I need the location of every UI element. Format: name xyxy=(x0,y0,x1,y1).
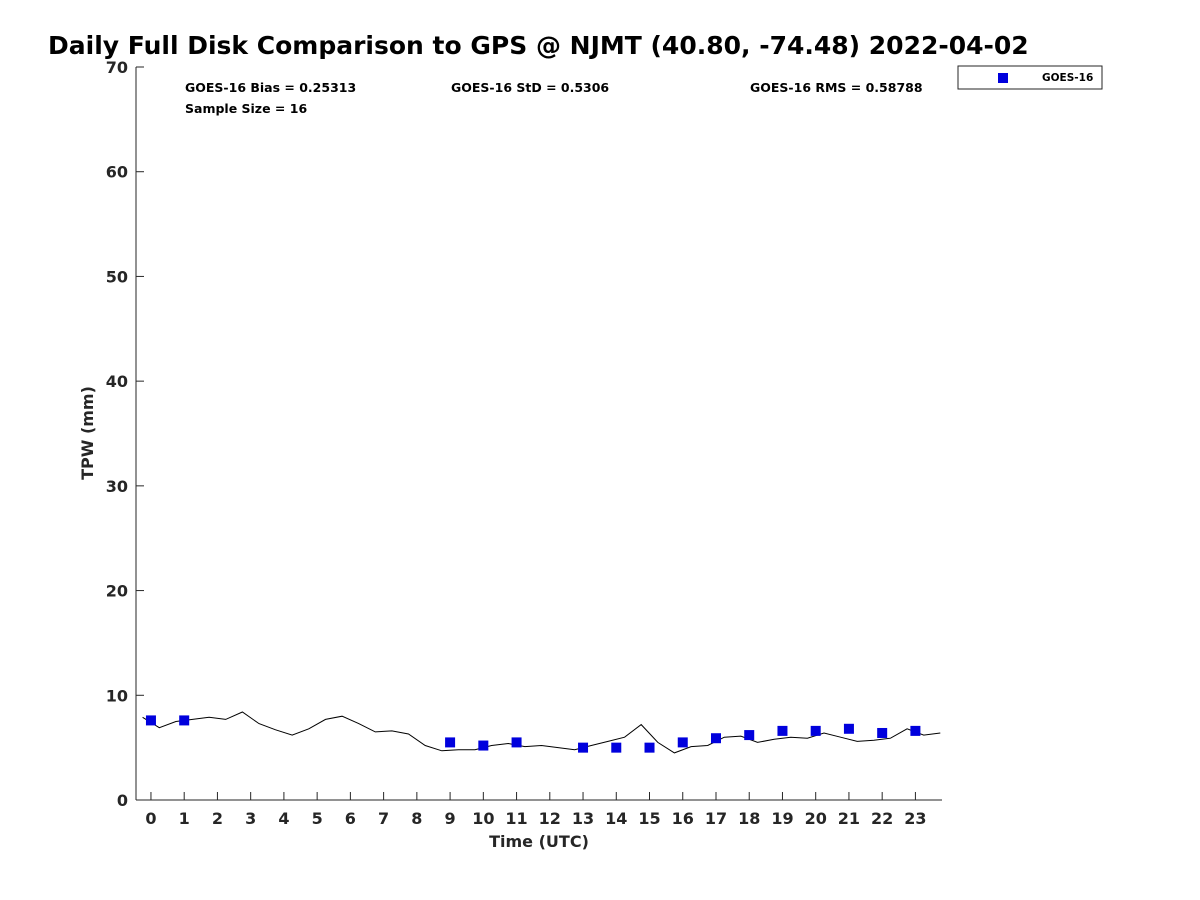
sample-size-stat: Sample Size = 16 xyxy=(185,101,307,116)
x-tick-label: 18 xyxy=(738,809,760,828)
goes16-marker xyxy=(611,742,622,753)
x-tick-label: 15 xyxy=(638,809,660,828)
y-tick-label: 30 xyxy=(106,477,128,496)
x-tick-label: 6 xyxy=(345,809,356,828)
x-ticks: 0 1 2 3 4 5 6 7 8 9 10 11 12 13 14 15 16 17 18 19 20 21 22 23 xyxy=(145,792,927,828)
y-axis-label: TPW (mm) xyxy=(78,386,97,480)
legend-label-goes16: GOES-16 xyxy=(1042,72,1093,84)
goes16-marker xyxy=(877,727,888,738)
goes16-marker xyxy=(478,740,489,751)
x-tick-label: 16 xyxy=(672,809,694,828)
x-tick-label: 12 xyxy=(539,809,561,828)
x-tick-label: 19 xyxy=(771,809,793,828)
x-tick-label: 10 xyxy=(472,809,494,828)
y-tick-label: 60 xyxy=(106,163,128,182)
x-tick-label: 0 xyxy=(145,809,156,828)
x-tick-label: 9 xyxy=(445,809,456,828)
y-tick-label: 40 xyxy=(106,372,128,391)
x-tick-label: 20 xyxy=(805,809,827,828)
x-tick-label: 4 xyxy=(278,809,289,828)
y-ticks: 0 10 20 30 40 50 60 70 xyxy=(106,58,144,810)
x-tick-label: 5 xyxy=(312,809,323,828)
y-tick-label: 0 xyxy=(117,791,128,810)
bias-stat: GOES-16 Bias = 0.25313 xyxy=(185,80,356,95)
x-axis-label: Time (UTC) xyxy=(489,832,589,851)
x-tick-label: 2 xyxy=(212,809,223,828)
goes16-marker xyxy=(777,725,788,736)
goes16-marker xyxy=(810,725,821,736)
goes16-marker xyxy=(710,733,721,744)
x-tick-label: 8 xyxy=(411,809,422,828)
chart-title: Daily Full Disk Comparison to GPS @ NJMT… xyxy=(48,31,1029,60)
goes16-marker xyxy=(843,723,854,734)
legend: GOES-16 xyxy=(957,65,1103,90)
goes16-marker xyxy=(644,742,655,753)
x-tick-label: 14 xyxy=(605,809,627,828)
goes16-marker xyxy=(145,715,156,726)
goes16-marker xyxy=(578,742,589,753)
rms-stat: GOES-16 RMS = 0.58788 xyxy=(750,80,923,95)
goes16-marker xyxy=(677,737,688,748)
x-tick-label: 17 xyxy=(705,809,727,828)
goes16-marker xyxy=(179,715,190,726)
x-tick-label: 3 xyxy=(245,809,256,828)
x-tick-label: 13 xyxy=(572,809,594,828)
goes16-marker xyxy=(511,737,522,748)
plot-area xyxy=(142,711,941,754)
goes16-marker xyxy=(744,730,755,741)
x-tick-label: 21 xyxy=(838,809,860,828)
x-tick-label: 1 xyxy=(179,809,190,828)
x-tick-label: 23 xyxy=(904,809,926,828)
y-tick-label: 70 xyxy=(106,58,128,77)
x-tick-label: 22 xyxy=(871,809,893,828)
y-tick-label: 10 xyxy=(106,686,128,705)
gps-tpw-line xyxy=(142,711,941,754)
x-tick-label: 11 xyxy=(505,809,527,828)
std-stat: GOES-16 StD = 0.5306 xyxy=(451,80,609,95)
goes16-marker xyxy=(445,737,456,748)
x-tick-label: 7 xyxy=(378,809,389,828)
y-tick-label: 20 xyxy=(106,582,128,601)
y-tick-label: 50 xyxy=(106,267,128,286)
legend-marker xyxy=(998,73,1008,83)
goes16-marker xyxy=(910,725,921,736)
legend-box xyxy=(957,65,1103,90)
